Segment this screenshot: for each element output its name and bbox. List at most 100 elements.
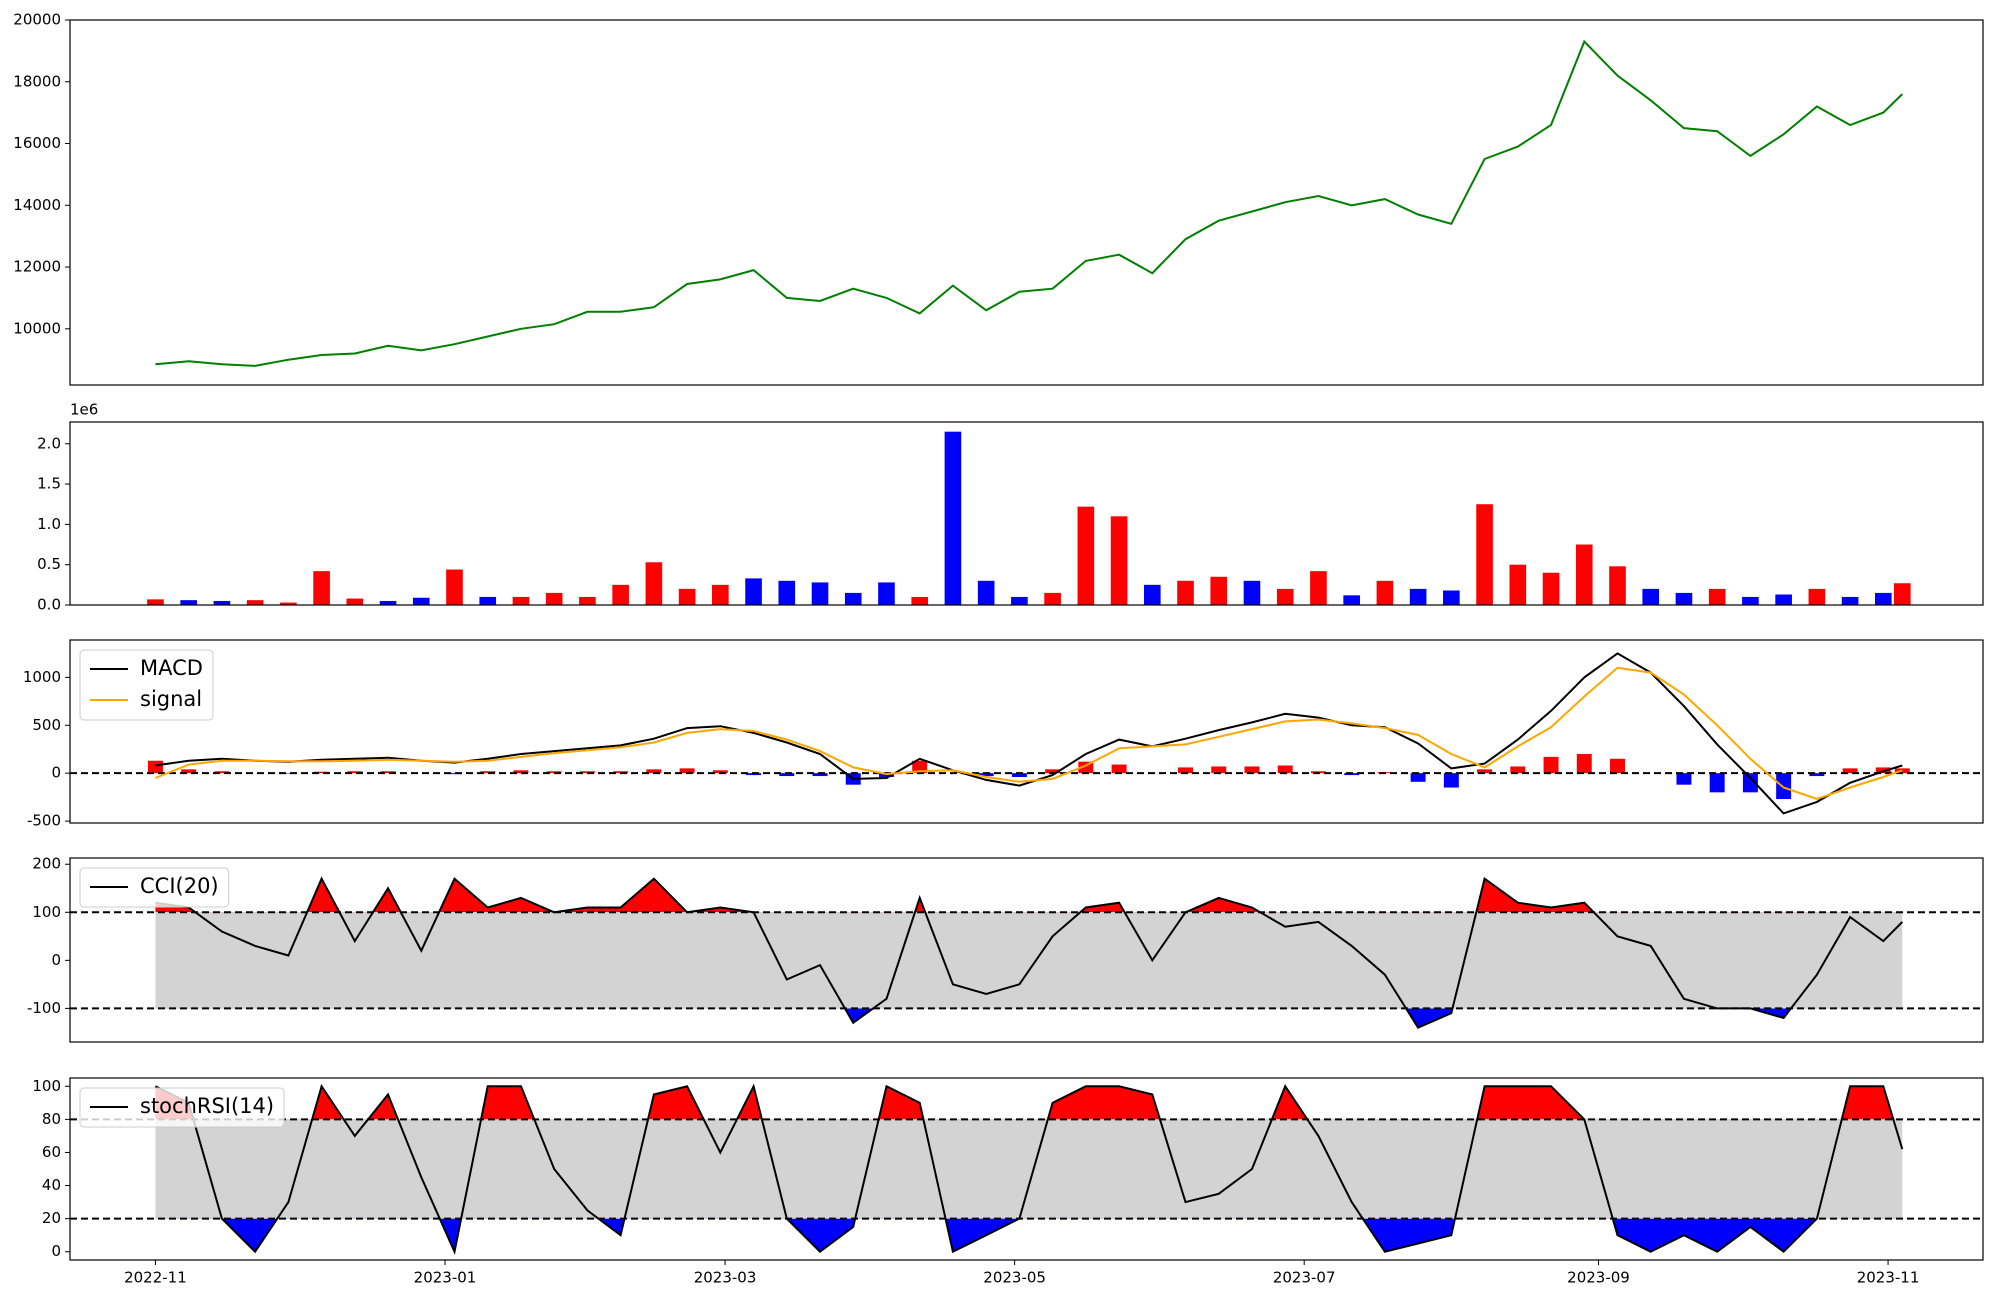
histogram-bar	[1443, 773, 1459, 788]
volume-bar	[1310, 571, 1327, 605]
volume-bar	[1276, 588, 1294, 605]
volume-bar	[1243, 580, 1261, 605]
volume-bar	[1376, 580, 1394, 605]
volume-bar	[1044, 592, 1061, 605]
overbought-fill	[155, 878, 1903, 913]
y-tick-label: -500	[27, 812, 61, 830]
axes-frame	[69, 421, 1984, 606]
volume-bar	[213, 600, 231, 605]
histogram-bar	[380, 771, 396, 774]
volume-bar	[977, 580, 995, 605]
y-tick-label: 80	[42, 1110, 61, 1128]
histogram-bar	[513, 770, 529, 774]
y-tick-label: 14000	[13, 196, 61, 214]
volume-bar	[1143, 584, 1161, 605]
legend-box	[79, 1087, 285, 1128]
histogram-bar	[1011, 773, 1027, 778]
volume-bar	[1177, 580, 1194, 605]
y-tick-label: 1.5	[37, 475, 61, 493]
volume-bar	[1575, 544, 1593, 605]
y-tick-label: 2.0	[37, 434, 61, 452]
volume-bar	[1893, 583, 1911, 605]
legend-label: signal	[140, 687, 202, 711]
y-tick-label: 0.0	[37, 596, 61, 614]
histogram-bar	[1477, 769, 1493, 774]
y-tick-label: 200	[32, 855, 61, 873]
y-tick-label: 1.0	[37, 515, 61, 533]
volume-bar	[778, 580, 796, 605]
histogram-bar	[1842, 768, 1858, 774]
y-tick-label: 16000	[13, 134, 61, 152]
legend-label: CCI(20)	[140, 874, 219, 898]
y-tick-label: 12000	[13, 258, 61, 276]
histogram-bar	[1510, 766, 1526, 774]
histogram-bar	[480, 771, 496, 774]
volume-bar	[878, 582, 895, 605]
x-tick-label: 2023-01	[414, 1269, 477, 1287]
band-fill	[155, 1119, 1903, 1219]
histogram-bar	[1078, 761, 1094, 774]
band-fill	[155, 912, 1903, 1009]
histogram-bar	[1111, 764, 1127, 774]
indicator-line	[155, 666, 1903, 801]
y-tick-label: 18000	[13, 72, 61, 90]
indicator-line	[154, 1083, 1904, 1255]
y-tick-label: 500	[32, 716, 61, 734]
x-tick-label: 2023-11	[1857, 1269, 1920, 1287]
plot-area	[70, 652, 1983, 815]
x-tick-label: 2023-09	[1567, 1269, 1630, 1287]
histogram-bar	[1543, 756, 1559, 774]
volume-bar	[1542, 572, 1560, 605]
volume-bar	[1808, 588, 1826, 605]
y-tick-label: 0	[51, 951, 61, 969]
histogram-bar	[1809, 773, 1825, 777]
y-tick-label: 0.5	[37, 555, 61, 573]
volume-bar	[1210, 576, 1228, 605]
histogram-bar	[1244, 766, 1260, 774]
axes-frame	[69, 857, 1984, 1043]
volume-bar	[1409, 588, 1427, 605]
volume-bar	[446, 569, 463, 605]
histogram-bar	[679, 768, 695, 774]
volume-bar	[1841, 596, 1859, 605]
plot-area	[70, 1083, 1983, 1255]
volume-bar	[545, 592, 563, 605]
histogram-bar	[1576, 754, 1592, 774]
volume-bar	[1110, 516, 1128, 605]
histogram-bar	[447, 773, 462, 775]
histogram-bar	[1610, 758, 1625, 774]
x-tick-label: 2023-07	[1273, 1269, 1336, 1287]
legend-label: stochRSI(14)	[140, 1094, 274, 1118]
y-tick-label: 60	[42, 1143, 61, 1161]
y-tick-label: 100	[32, 1077, 61, 1095]
volume-bar	[246, 600, 264, 605]
axes-frame	[69, 19, 1984, 386]
histogram-bar	[314, 771, 330, 774]
offset-label: 1e6	[70, 401, 98, 419]
volume-bar	[180, 600, 197, 605]
legend-box	[79, 649, 214, 721]
volume-bar	[712, 584, 729, 605]
histogram-bar	[1178, 767, 1193, 774]
volume-bar	[911, 596, 929, 605]
volume-bar	[844, 592, 862, 605]
y-tick-label: 10000	[13, 319, 61, 337]
volume-bar	[1077, 506, 1095, 605]
volume-bar	[1011, 596, 1028, 605]
histogram-bar	[1211, 766, 1227, 774]
volume-bar	[1343, 595, 1360, 605]
histogram-bar	[1676, 773, 1692, 785]
volume-bar	[745, 578, 762, 605]
histogram-bar	[712, 770, 728, 774]
y-tick-label: 0	[51, 764, 61, 782]
legend: stochRSI(14)	[79, 1087, 285, 1128]
volume-bar	[1642, 588, 1660, 605]
histogram-bar	[347, 771, 363, 774]
volume-bar	[811, 582, 829, 605]
histogram-bar	[646, 769, 662, 774]
legend-label: MACD	[140, 656, 203, 680]
y-tick-label: 1000	[23, 668, 61, 686]
x-tick-label: 2022-11	[124, 1269, 187, 1287]
histogram-bar	[214, 771, 230, 774]
histogram-bar	[978, 773, 994, 777]
